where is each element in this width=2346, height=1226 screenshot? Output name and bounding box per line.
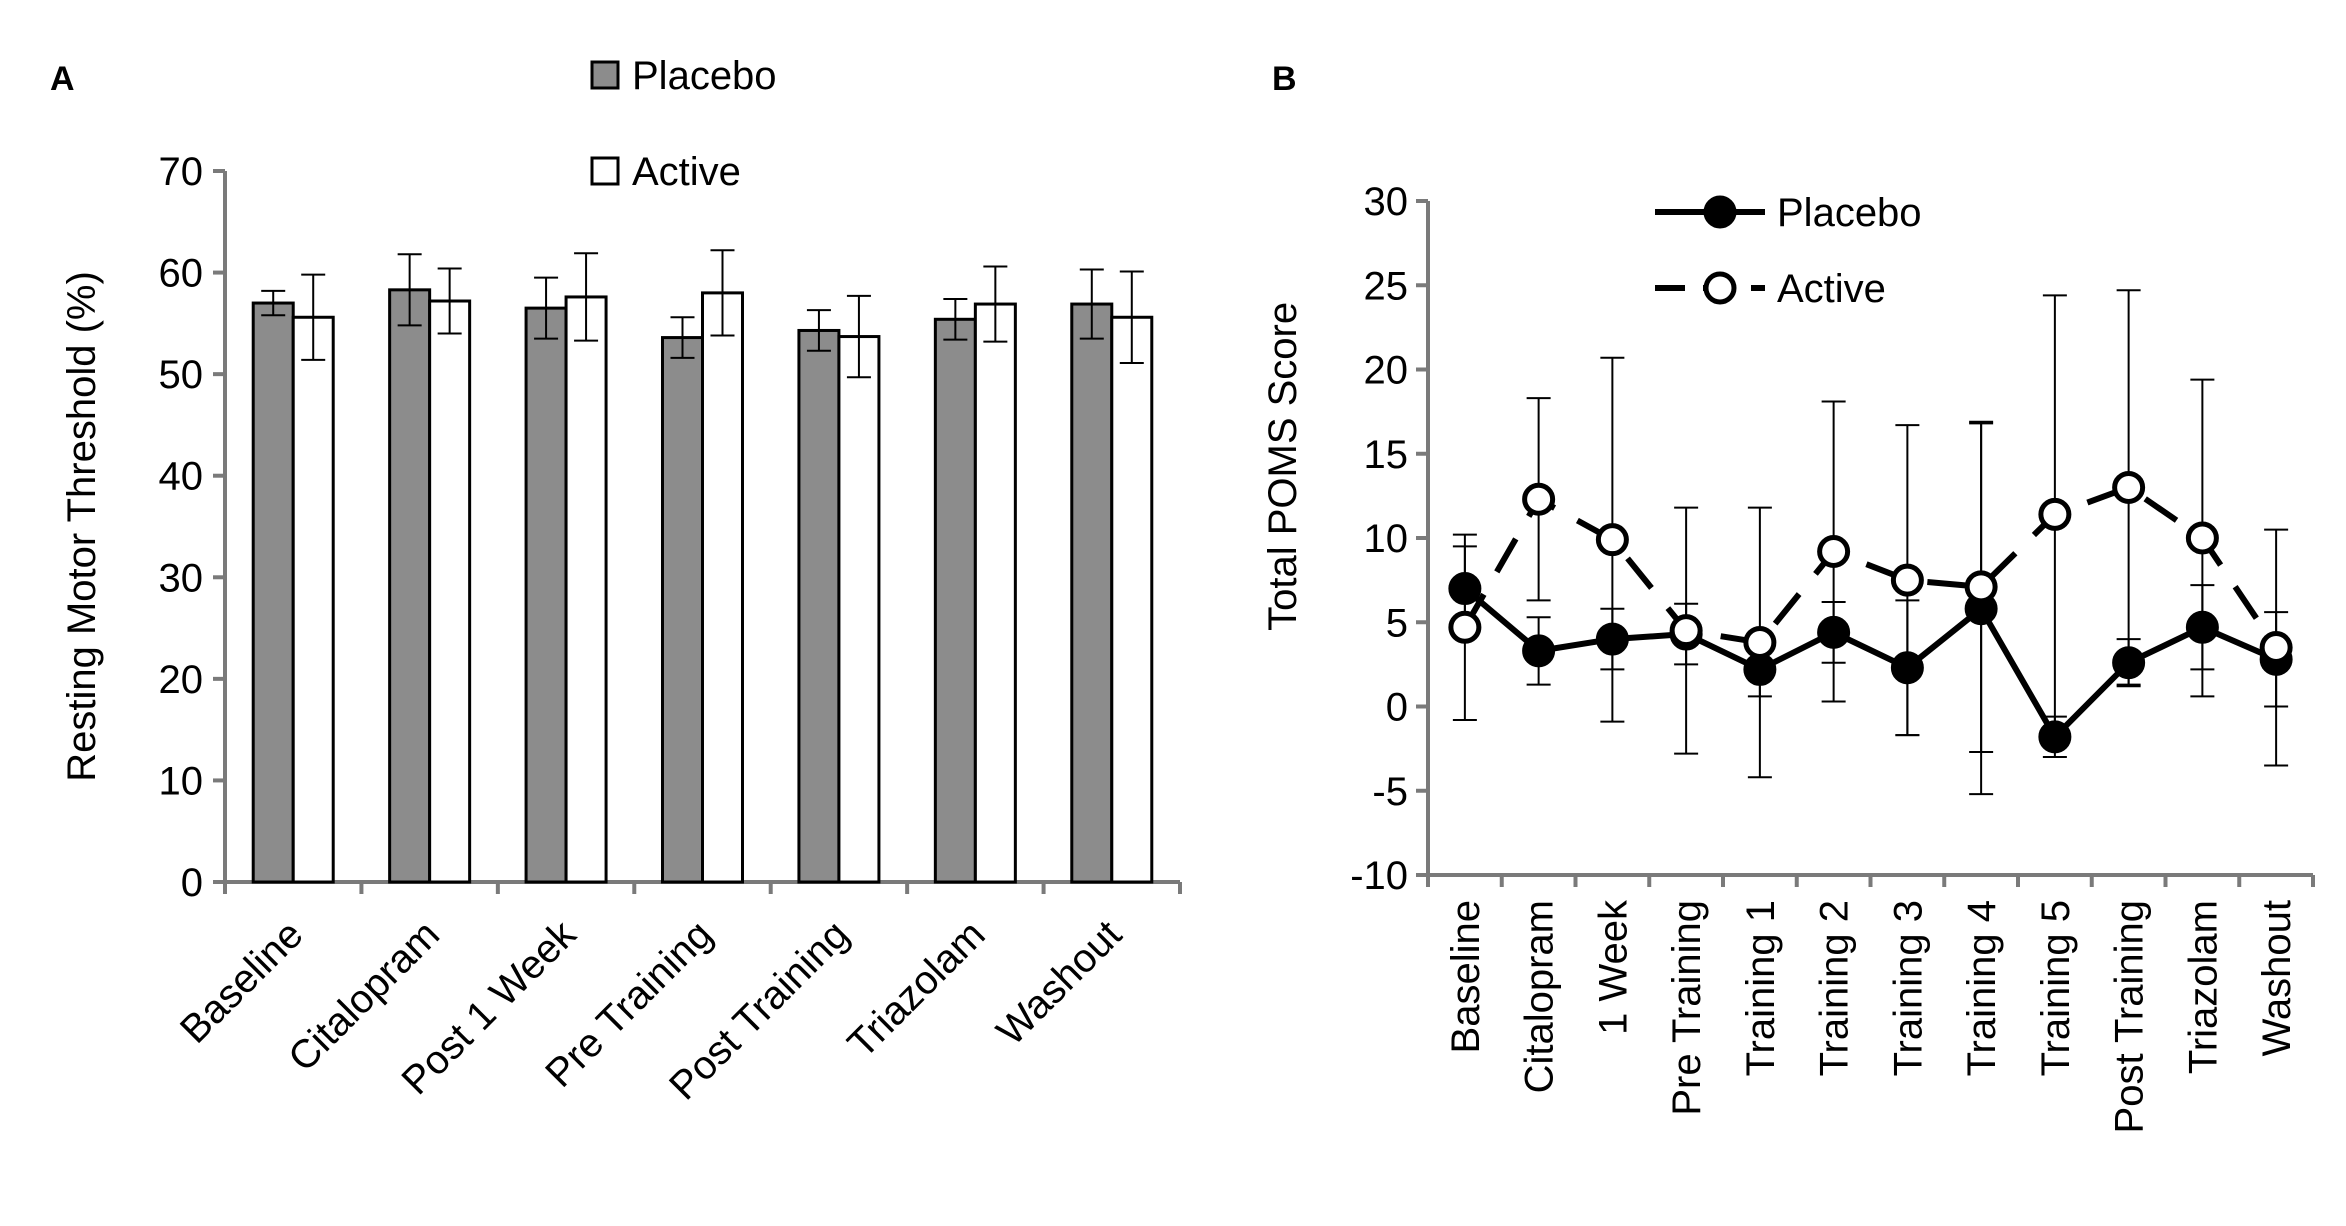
bar-active	[291, 315, 335, 884]
y-tick-label: 0	[181, 861, 203, 905]
x-category-label: Training 1	[1739, 900, 1783, 1076]
bar-active	[973, 302, 1017, 884]
bar-placebo	[797, 328, 841, 884]
legend-label-placebo: Placebo	[632, 54, 777, 98]
x-category-label: Baseline	[172, 912, 312, 1052]
point-active	[2259, 631, 2293, 665]
legend-marker-active	[1703, 271, 1737, 305]
bar-placebo	[524, 306, 568, 884]
y-axis-label: Total POMS Score	[1261, 302, 1305, 631]
point-active	[2112, 470, 2146, 504]
y-tick-label: 30	[1364, 180, 1409, 224]
x-category-label: Pre Training	[1665, 900, 1709, 1116]
bar-placebo	[388, 288, 432, 884]
y-tick-label: 5	[1386, 601, 1408, 645]
point-active	[1964, 570, 1998, 604]
bar-active	[701, 291, 744, 884]
y-tick-label: 40	[159, 455, 204, 499]
point-active	[1522, 482, 1556, 516]
point-placebo	[2185, 610, 2219, 644]
point-active	[1890, 563, 1924, 597]
x-category-label: Washout	[988, 912, 1130, 1054]
y-tick-label: 20	[159, 658, 204, 702]
y-tick-label: 20	[1364, 349, 1409, 393]
x-category-label: Triazolam	[2181, 900, 2225, 1074]
point-active	[1669, 614, 1703, 648]
series-line-placebo	[1462, 586, 2278, 740]
x-category-label: Training 2	[1813, 900, 1857, 1076]
legend-marker-placebo	[1703, 195, 1737, 229]
x-category-label: 1 Week	[1591, 899, 1635, 1035]
bar-active	[564, 295, 608, 884]
x-category-label: Training 3	[1886, 900, 1930, 1076]
legend-label-active: Active	[632, 150, 741, 194]
chart-a: 0 10 20 30 40 50 60 70 Resting Motor Threshold (…	[60, 54, 1182, 1108]
point-active	[1743, 625, 1777, 659]
point-placebo	[1817, 615, 1851, 649]
point-placebo	[1522, 634, 1556, 668]
y-tick-label: 0	[1386, 686, 1408, 730]
x-category-label: Training 5	[2034, 900, 2078, 1076]
panel-b-letter: B	[1272, 60, 1297, 98]
point-placebo	[1448, 572, 1482, 606]
point-placebo	[1743, 652, 1777, 686]
point-placebo	[1890, 651, 1924, 685]
point-active	[2038, 497, 2072, 531]
legend-swatch-placebo	[590, 60, 620, 90]
x-category-label: Citalopram	[1518, 900, 1562, 1093]
y-tick-label: 70	[159, 150, 204, 194]
x-category-label: Triazolam	[839, 912, 993, 1066]
bar-placebo	[661, 336, 704, 884]
legend-swatch-active	[590, 156, 620, 186]
y-tick-label: 30	[159, 556, 204, 600]
y-tick-label: 50	[159, 353, 204, 397]
x-category-label: Baseline	[1444, 900, 1488, 1053]
series-line-active	[1462, 484, 2279, 650]
y-axis-label: Resting Motor Threshold (%)	[60, 271, 104, 782]
bar-placebo	[1070, 302, 1114, 884]
bar-active	[837, 335, 881, 884]
point-active	[1817, 534, 1851, 568]
bar-active	[428, 299, 472, 884]
point-active	[2185, 521, 2219, 555]
point-placebo	[2112, 646, 2146, 680]
bar-placebo	[251, 301, 295, 884]
y-tick-label: -5	[1372, 770, 1408, 814]
y-tick-label: 10	[1364, 517, 1409, 561]
x-category-label: Post Training	[2108, 900, 2152, 1133]
point-placebo	[2038, 720, 2072, 754]
point-active	[1595, 523, 1629, 557]
bar-active	[1110, 315, 1154, 884]
y-tick-label: 60	[159, 252, 204, 296]
y-tick-label: 15	[1364, 433, 1409, 477]
bar-placebo	[933, 317, 977, 884]
x-category-label: Washout	[2255, 900, 2299, 1056]
y-tick-label: 10	[159, 759, 204, 803]
panel-a-letter: A	[50, 60, 75, 98]
point-placebo	[1595, 622, 1629, 656]
y-tick-label: 25	[1364, 264, 1409, 308]
x-category-label: Training 4	[1960, 900, 2004, 1076]
legend-label-placebo: Placebo	[1777, 191, 1922, 235]
legend-label-active: Active	[1777, 267, 1886, 311]
y-tick-label: -10	[1350, 854, 1408, 898]
chart-b: -10 -5 0 5 10 15 20 25 30 Total POMS Score Baselin…	[1261, 180, 2315, 1133]
point-active	[1448, 610, 1482, 644]
